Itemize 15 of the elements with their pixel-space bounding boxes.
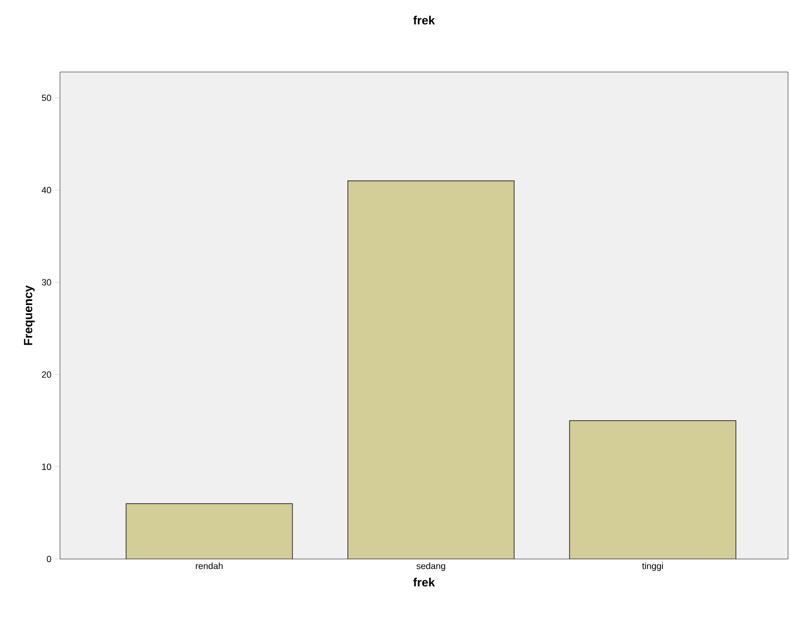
bar: [126, 504, 292, 559]
y-axis-title: Frequency: [24, 285, 35, 345]
y-tick-label: 20: [42, 371, 52, 378]
x-tick-label: tinggi: [642, 562, 663, 571]
y-tick-label: 10: [42, 464, 52, 470]
chart-title: frek: [413, 16, 435, 24]
bar: [569, 420, 736, 559]
y-tick-label: 50: [42, 94, 52, 101]
x-axis-title: frek: [413, 578, 435, 586]
y-tick-label: 30: [42, 279, 52, 286]
x-tick-label: sedang: [416, 562, 446, 571]
bar: [348, 180, 514, 559]
x-tick-label: rendah: [196, 562, 223, 570]
y-tick-label: 0: [46, 556, 52, 562]
y-tick-label: 40: [42, 186, 52, 194]
